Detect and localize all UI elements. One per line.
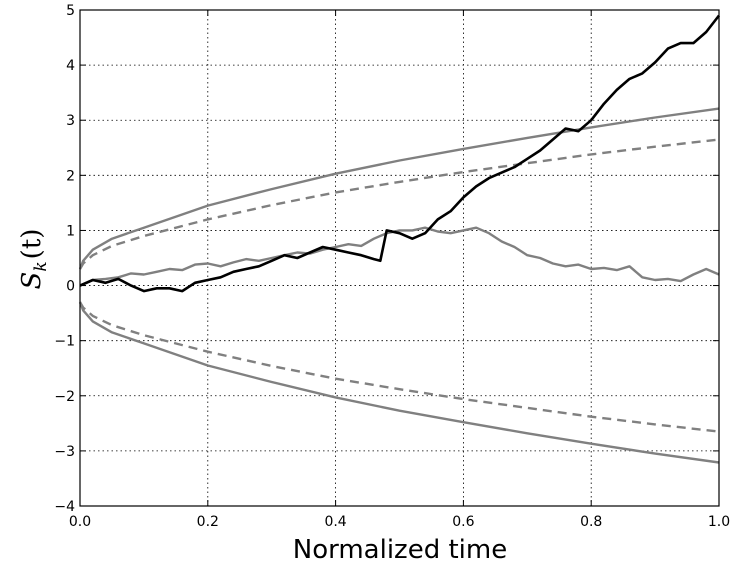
- y-tick-label: 1: [66, 223, 75, 239]
- x-tick-label: 0.4: [324, 514, 346, 530]
- y-axis-label-arg: (t): [17, 229, 47, 260]
- y-tick-label: −4: [54, 499, 75, 515]
- boundary-curve-1: [78, 138, 720, 270]
- y-tick-label: −2: [54, 389, 75, 405]
- y-tick-label: −1: [54, 334, 75, 350]
- y-tick-label: 0: [66, 279, 75, 295]
- y-axis-label-sub: k: [31, 261, 51, 271]
- y-axis-label: Sk(t): [17, 229, 51, 290]
- y-tick-label: 3: [66, 113, 75, 129]
- x-tick-label: 0.0: [69, 514, 91, 530]
- y-tick-label: 2: [66, 168, 75, 184]
- sample-path-5: [79, 14, 721, 293]
- boundary-curve-2: [78, 301, 720, 433]
- plot-frame: [79, 9, 720, 507]
- boundary-curve-3: [78, 301, 720, 464]
- y-axis-label-base: S: [17, 272, 47, 290]
- x-tick-label: 0.6: [452, 514, 474, 530]
- y-tick-label: 5: [66, 3, 75, 19]
- x-axis-label: Normalized time: [293, 535, 507, 564]
- sample-path-4: [79, 226, 720, 287]
- series-layer: [78, 14, 721, 464]
- tick-layer: 0.0 0.2 0.4 0.6 0.8 1.0 −4 −3 −2 −1 0 1 2 3 4 5: [54, 3, 730, 530]
- x-tick-label: 0.8: [580, 514, 602, 530]
- y-tick-label: −3: [54, 444, 75, 460]
- boundary-curve-0: [78, 107, 720, 270]
- x-tick-label: 1.0: [708, 514, 730, 530]
- y-tick-label: 4: [66, 58, 75, 74]
- x-tick-label: 0.2: [197, 514, 219, 530]
